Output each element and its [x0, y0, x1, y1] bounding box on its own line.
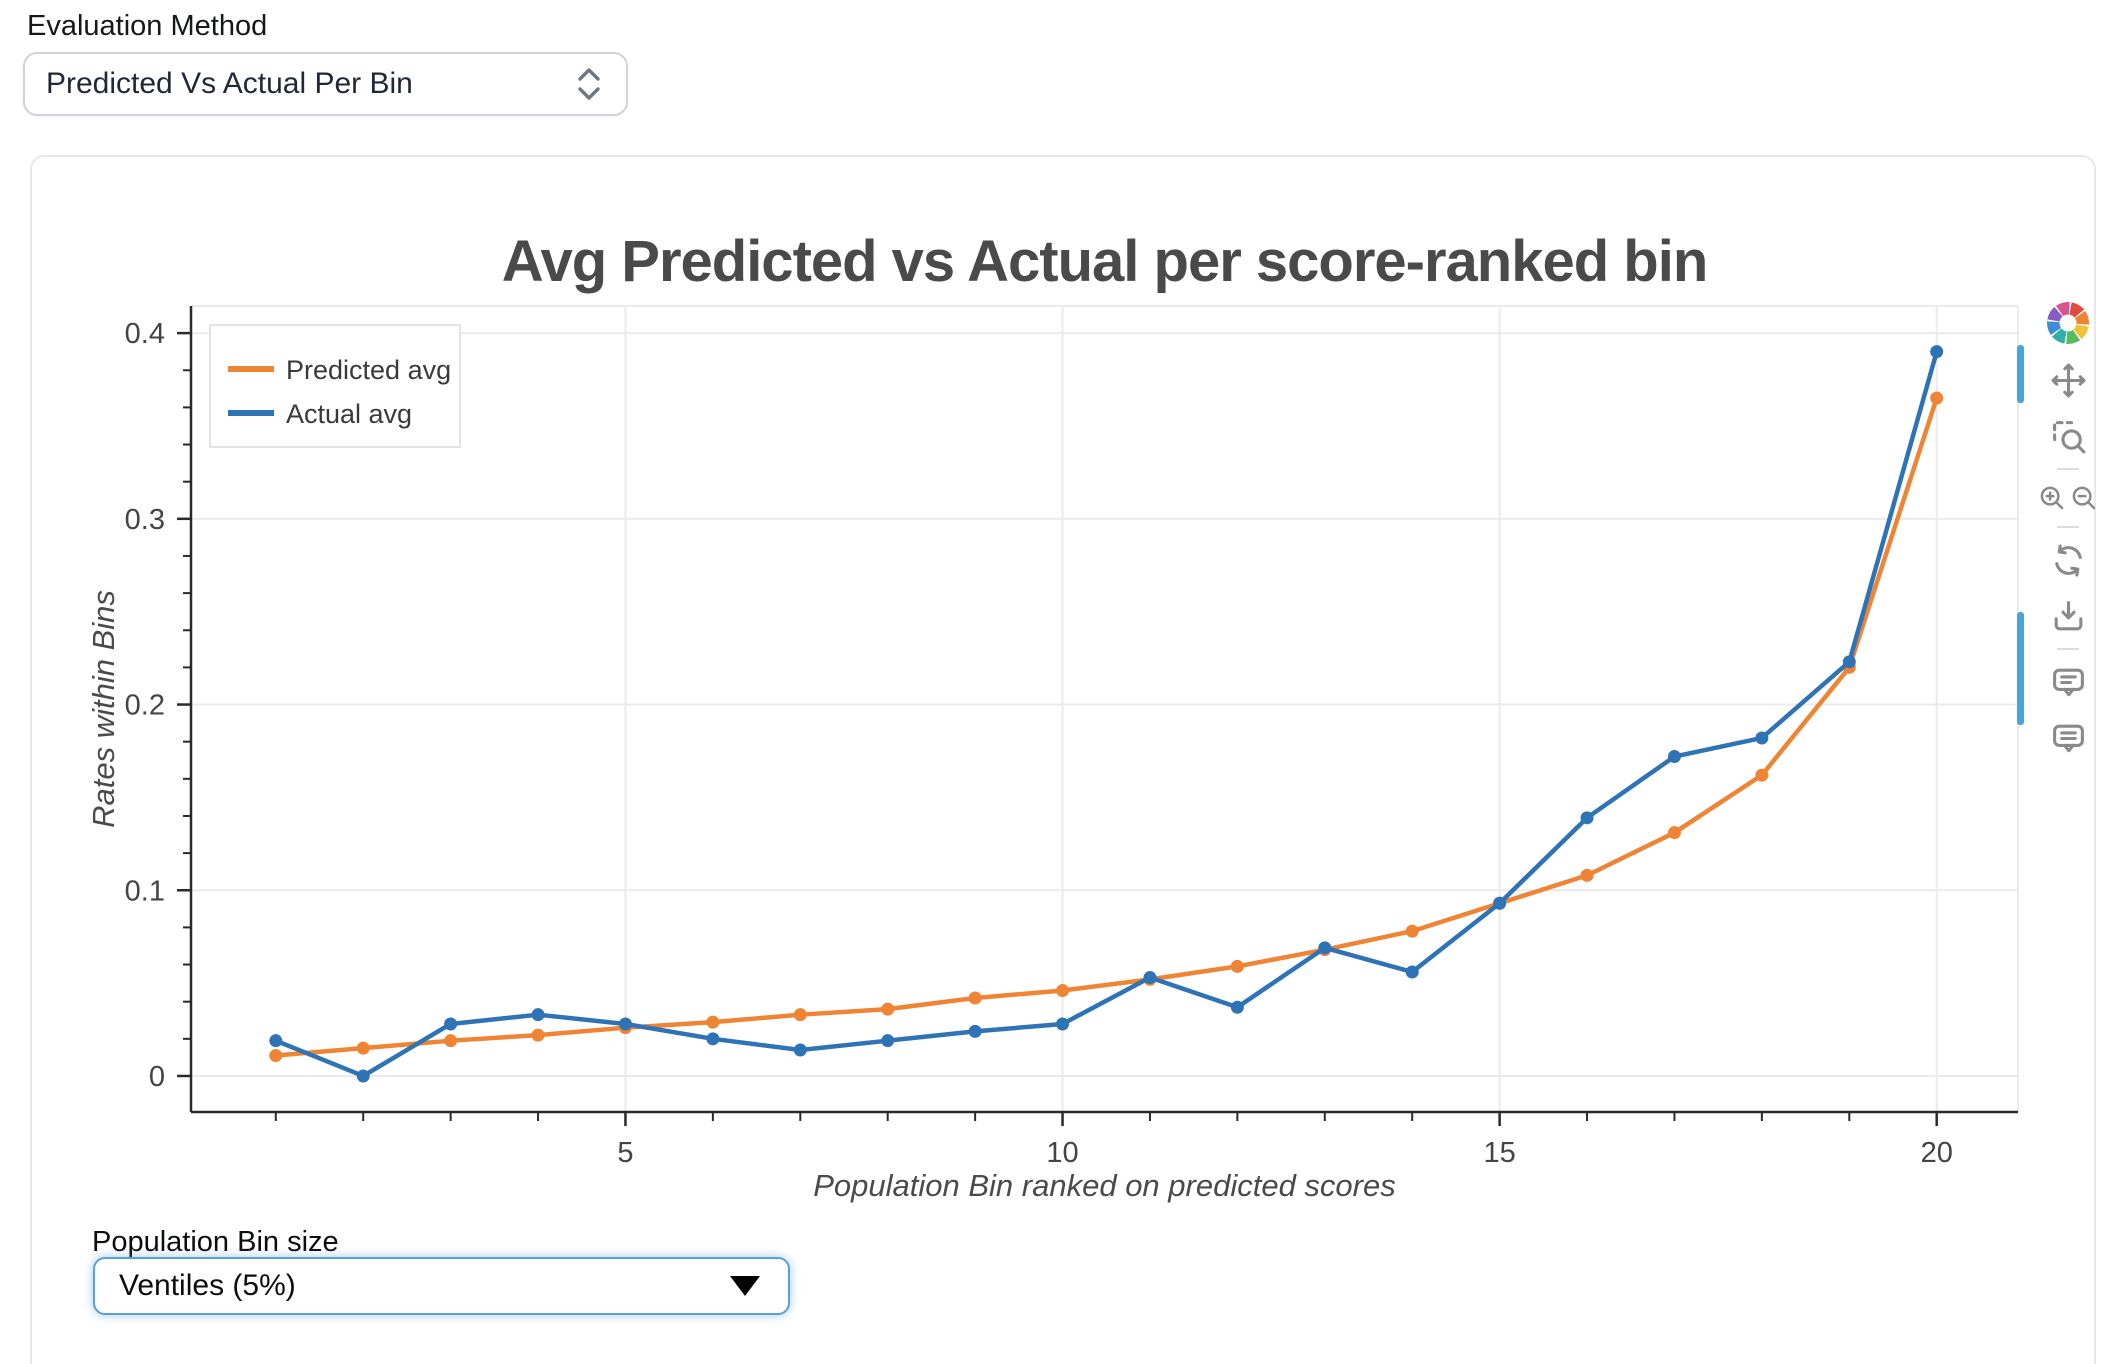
- data-point-actual-avg[interactable]: [1318, 941, 1332, 955]
- plotly-logo-icon[interactable]: [2047, 302, 2089, 344]
- modebar-separator: [2057, 648, 2079, 650]
- data-point-predicted-avg[interactable]: [1755, 768, 1769, 782]
- modebar-separator: [2057, 526, 2079, 528]
- evaluation-method-select[interactable]: Predicted Vs Actual Per Bin: [23, 52, 628, 116]
- zoom-in-button[interactable]: [2036, 478, 2068, 518]
- legend-label[interactable]: Actual avg: [286, 399, 412, 429]
- evaluation-method-value: Predicted Vs Actual Per Bin: [46, 67, 413, 100]
- modebar-separator: [2057, 468, 2079, 470]
- y-tick-label: 0: [149, 1061, 165, 1093]
- data-point-predicted-avg[interactable]: [1667, 826, 1681, 840]
- series-line-predicted-avg: [275, 397, 1939, 1058]
- hover-closest-icon: [2052, 668, 2084, 696]
- data-point-actual-avg[interactable]: [1667, 750, 1681, 764]
- x-tick-label: 5: [617, 1137, 633, 1169]
- plot-area[interactable]: [191, 306, 2018, 1112]
- data-point-predicted-avg[interactable]: [531, 1028, 545, 1042]
- data-point-actual-avg[interactable]: [356, 1069, 370, 1083]
- chart-title: Avg Predicted vs Actual per score-ranked…: [501, 229, 1709, 294]
- legend-box: [209, 324, 461, 448]
- data-point-predicted-avg[interactable]: [356, 1041, 370, 1055]
- data-point-actual-avg[interactable]: [881, 1034, 895, 1048]
- data-point-predicted-avg[interactable]: [793, 1008, 807, 1022]
- data-point-actual-avg[interactable]: [1930, 345, 1944, 359]
- data-point-actual-avg[interactable]: [1493, 896, 1507, 910]
- population-bin-size-select[interactable]: Ventiles (5%): [93, 1257, 790, 1315]
- download-icon: [2054, 600, 2082, 630]
- data-point-actual-avg[interactable]: [444, 1017, 458, 1031]
- evaluation-method-label: Evaluation Method: [27, 10, 268, 42]
- data-point-actual-avg[interactable]: [269, 1034, 283, 1048]
- zoom-out-button[interactable]: [2068, 478, 2100, 518]
- box-zoom-icon: [2052, 420, 2085, 453]
- data-point-actual-avg[interactable]: [531, 1008, 545, 1022]
- modebar-indicator-bar: [2017, 612, 2024, 725]
- y-tick-label: 0.4: [125, 318, 165, 350]
- x-tick-label: 15: [1483, 1137, 1515, 1169]
- pan-icon: [2051, 363, 2085, 397]
- data-point-actual-avg[interactable]: [968, 1024, 982, 1038]
- zoom-out-icon: [2072, 486, 2096, 510]
- data-point-actual-avg[interactable]: [618, 1017, 632, 1031]
- y-tick-label: 0.3: [125, 504, 165, 536]
- population-bin-size-value: Ventiles (5%): [119, 1269, 296, 1302]
- data-point-actual-avg[interactable]: [793, 1043, 807, 1057]
- zoom-in-icon: [2040, 486, 2064, 510]
- reset-axes-button[interactable]: [2045, 537, 2091, 583]
- data-point-predicted-avg[interactable]: [968, 991, 982, 1005]
- legend-label[interactable]: Predicted avg: [286, 355, 451, 385]
- x-tick-label: 20: [1921, 1137, 1953, 1169]
- box-zoom-button[interactable]: [2045, 413, 2091, 459]
- reset-axes-icon: [2054, 543, 2082, 577]
- plotly-modebar: [2036, 302, 2100, 766]
- data-point-predicted-avg[interactable]: [1930, 391, 1944, 405]
- caret-down-icon: [730, 1276, 760, 1296]
- data-point-actual-avg[interactable]: [1056, 1017, 1070, 1031]
- modebar-indicator-bar: [2017, 345, 2024, 403]
- pan-button[interactable]: [2045, 357, 2091, 403]
- x-axis-title: Population Bin ranked on predicted score…: [813, 1168, 1396, 1203]
- hover-closest-button[interactable]: [2045, 659, 2091, 705]
- data-point-actual-avg[interactable]: [1842, 655, 1856, 669]
- data-point-actual-avg[interactable]: [1755, 731, 1769, 745]
- zoom-in-out-group: [2036, 478, 2100, 518]
- data-point-actual-avg[interactable]: [1405, 965, 1419, 979]
- unfold-chevrons-icon: [578, 68, 600, 100]
- data-point-predicted-avg[interactable]: [444, 1034, 458, 1048]
- data-point-actual-avg[interactable]: [1143, 971, 1157, 985]
- data-point-actual-avg[interactable]: [1230, 1000, 1244, 1014]
- data-point-predicted-avg[interactable]: [1405, 924, 1419, 938]
- y-tick-label: 0.2: [125, 690, 165, 722]
- series-line-actual-avg: [274, 351, 1939, 1079]
- data-point-predicted-avg[interactable]: [269, 1049, 283, 1063]
- data-point-predicted-avg[interactable]: [881, 1002, 895, 1016]
- download-button[interactable]: [2045, 593, 2091, 639]
- data-point-predicted-avg[interactable]: [1230, 959, 1244, 973]
- hover-compare-icon: [2052, 724, 2084, 752]
- data-point-actual-avg[interactable]: [706, 1032, 720, 1046]
- data-point-predicted-avg[interactable]: [1056, 984, 1070, 998]
- x-tick-label: 10: [1046, 1137, 1078, 1169]
- hover-compare-button[interactable]: [2045, 715, 2091, 761]
- data-point-predicted-avg[interactable]: [706, 1015, 720, 1029]
- y-tick-label: 0.1: [125, 875, 165, 907]
- data-point-predicted-avg[interactable]: [1580, 868, 1594, 882]
- data-point-actual-avg[interactable]: [1580, 811, 1594, 825]
- population-bin-size-label: Population Bin size: [92, 1226, 339, 1258]
